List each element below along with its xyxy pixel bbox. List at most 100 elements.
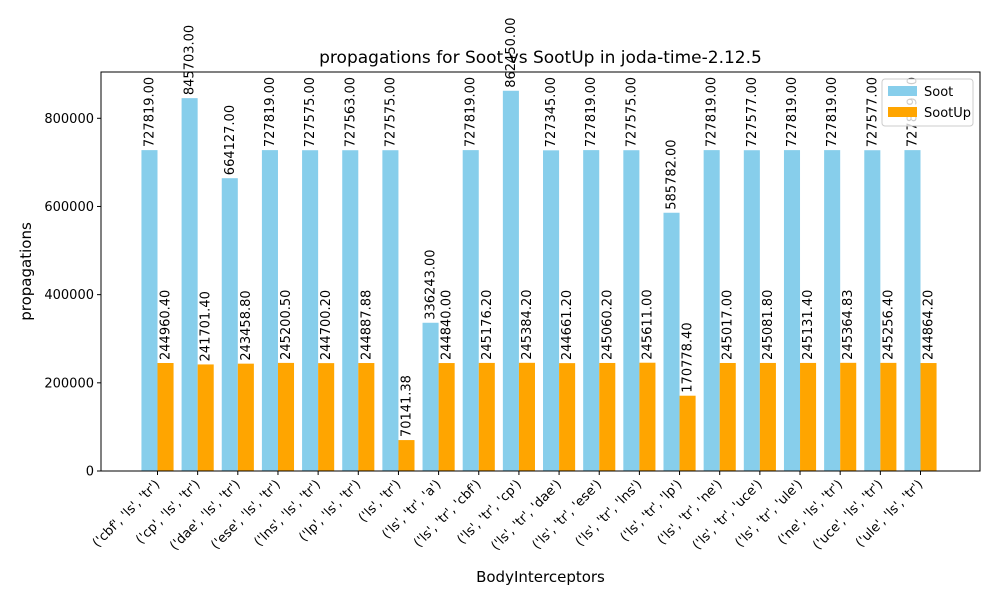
y-tick-label: 400000 bbox=[44, 288, 94, 303]
bar-soot-6 bbox=[382, 150, 399, 471]
bar-label-sootup-12: 245611.00 bbox=[640, 289, 655, 359]
bar-soot-14 bbox=[703, 150, 720, 471]
bar-labels-layer: 727819.00 244960.40 845703.00 241701.40 6641… bbox=[142, 17, 936, 437]
bar-soot-0 bbox=[141, 150, 158, 471]
bar-label-sootup-1: 241701.40 bbox=[199, 291, 214, 361]
bar-sootup-16 bbox=[800, 362, 817, 471]
bar-sootup-3 bbox=[277, 362, 295, 471]
bar-label-soot-14: 727819.00 bbox=[705, 77, 720, 147]
y-axis-label: propagations bbox=[17, 222, 35, 321]
bar-soot-13 bbox=[663, 212, 680, 472]
bar-sootup-14 bbox=[719, 362, 736, 471]
bars-layer bbox=[141, 90, 937, 472]
bar-label-soot-12: 727575.00 bbox=[624, 77, 639, 147]
legend-swatch-soot bbox=[888, 86, 917, 96]
bar-soot-2 bbox=[221, 178, 238, 471]
bar-label-soot-8: 727819.00 bbox=[464, 77, 479, 147]
bar-sootup-19 bbox=[920, 363, 937, 471]
bar-label-sootup-19: 244864.20 bbox=[922, 290, 937, 360]
bar-sootup-12 bbox=[639, 362, 656, 471]
bar-label-soot-3: 727819.00 bbox=[263, 77, 278, 147]
bar-label-sootup-14: 245017.00 bbox=[721, 290, 736, 360]
bar-sootup-15 bbox=[759, 362, 776, 471]
bar-label-soot-11: 727819.00 bbox=[584, 77, 599, 147]
bar-label-sootup-11: 245060.20 bbox=[600, 290, 615, 360]
y-tick-label: 0 bbox=[86, 465, 94, 480]
x-axis: ('cbf', 'ls', 'tr')('cp', 'ls', 'tr')('d… bbox=[90, 471, 926, 554]
bar-soot-10 bbox=[543, 150, 560, 471]
bar-label-sootup-3: 245200.50 bbox=[279, 290, 294, 360]
bar-label-sootup-10: 244661.20 bbox=[560, 290, 575, 360]
x-tick-label: ('ls', 'tr', 'ese') bbox=[530, 477, 605, 552]
bar-soot-15 bbox=[743, 150, 760, 471]
bar-label-sootup-4: 244700.20 bbox=[319, 290, 334, 360]
bar-label-sootup-8: 245176.20 bbox=[480, 290, 495, 360]
bar-label-sootup-17: 245364.83 bbox=[841, 290, 856, 360]
x-tick-label: ('cbf', 'ls', 'tr') bbox=[90, 477, 163, 550]
x-tick-label: ('ls', 'tr', 'dae') bbox=[488, 477, 564, 553]
bar-label-soot-4: 727575.00 bbox=[303, 77, 318, 147]
bar-label-soot-2: 664127.00 bbox=[223, 105, 238, 175]
y-tick-label: 800000 bbox=[44, 112, 94, 127]
bar-label-soot-5: 727563.00 bbox=[343, 77, 358, 147]
bar-soot-8 bbox=[462, 150, 479, 471]
plot-frame bbox=[100, 71, 981, 472]
bar-label-soot-17: 727819.00 bbox=[825, 77, 840, 147]
bar-label-soot-1: 845703.00 bbox=[183, 25, 198, 95]
bar-sootup-8 bbox=[478, 362, 495, 471]
bar-soot-3 bbox=[261, 150, 278, 471]
bar-label-soot-6: 727575.00 bbox=[383, 77, 398, 147]
bar-label-sootup-0: 244960.40 bbox=[159, 290, 174, 360]
x-axis-label: BodyInterceptors bbox=[476, 568, 605, 586]
bar-soot-16 bbox=[783, 150, 801, 471]
x-tick-label: ('ese', 'ls', 'tr') bbox=[208, 477, 283, 552]
bar-label-sootup-15: 245081.80 bbox=[761, 290, 776, 360]
bar-sootup-11 bbox=[599, 362, 616, 471]
bar-label-sootup-5: 244887.88 bbox=[359, 290, 374, 360]
y-tick-label: 600000 bbox=[44, 200, 94, 215]
bar-sootup-17 bbox=[840, 362, 857, 471]
bar-sootup-0 bbox=[157, 363, 174, 471]
bar-soot-7 bbox=[422, 322, 439, 471]
bar-label-soot-13: 585782.00 bbox=[665, 139, 680, 209]
bar-label-sootup-18: 245256.40 bbox=[881, 290, 896, 360]
bar-sootup-9 bbox=[518, 362, 535, 471]
y-tick-label: 200000 bbox=[44, 376, 94, 391]
bar-label-soot-7: 336243.00 bbox=[424, 249, 439, 319]
bar-soot-1 bbox=[181, 98, 198, 471]
chart-title: propagations for Soot vs SootUp in joda-… bbox=[319, 48, 762, 68]
bar-soot-12 bbox=[623, 150, 640, 471]
y-axis: 0 200000 400000 600000 800000 bbox=[44, 112, 101, 480]
bar-label-soot-15: 727577.00 bbox=[745, 77, 760, 147]
bar-soot-11 bbox=[583, 150, 600, 471]
bar-label-sootup-6: 70141.38 bbox=[399, 375, 414, 437]
bar-label-sootup-13: 170778.40 bbox=[681, 322, 696, 392]
bar-sootup-2 bbox=[237, 363, 254, 471]
bar-label-sootup-16: 245131.40 bbox=[801, 290, 816, 360]
bar-label-sootup-9: 245384.20 bbox=[520, 289, 535, 359]
legend-swatch-sootup bbox=[888, 107, 917, 117]
bar-soot-4 bbox=[302, 150, 319, 471]
legend: Soot SootUp bbox=[881, 78, 974, 127]
bar-soot-17 bbox=[824, 150, 841, 471]
legend-label-sootup: SootUp bbox=[924, 106, 971, 121]
bar-soot-9 bbox=[502, 90, 519, 471]
bar-soot-5 bbox=[342, 150, 359, 472]
bar-sootup-1 bbox=[197, 364, 214, 471]
bar-soot-19 bbox=[904, 150, 921, 471]
x-tick-label: ('ls', 'tr', 'uce') bbox=[690, 477, 766, 553]
x-tick-label: ('dae', 'ls', 'tr') bbox=[167, 477, 243, 553]
bar-label-soot-18: 727577.00 bbox=[865, 77, 880, 147]
x-tick-label: ('uce', 'ls', 'tr') bbox=[810, 477, 886, 553]
bar-sootup-4 bbox=[318, 363, 335, 471]
bar-sootup-13 bbox=[679, 395, 696, 471]
bar-label-soot-0: 727819.00 bbox=[142, 77, 157, 147]
bar-label-soot-16: 727819.00 bbox=[785, 77, 800, 147]
bar-sootup-6 bbox=[398, 440, 415, 471]
bar-label-sootup-2: 243458.80 bbox=[239, 290, 254, 360]
bar-label-soot-9: 862450.00 bbox=[504, 17, 519, 87]
bar-label-soot-10: 727345.00 bbox=[544, 77, 559, 147]
bar-label-sootup-7: 244840.00 bbox=[440, 290, 455, 360]
bar-sootup-18 bbox=[880, 362, 897, 471]
